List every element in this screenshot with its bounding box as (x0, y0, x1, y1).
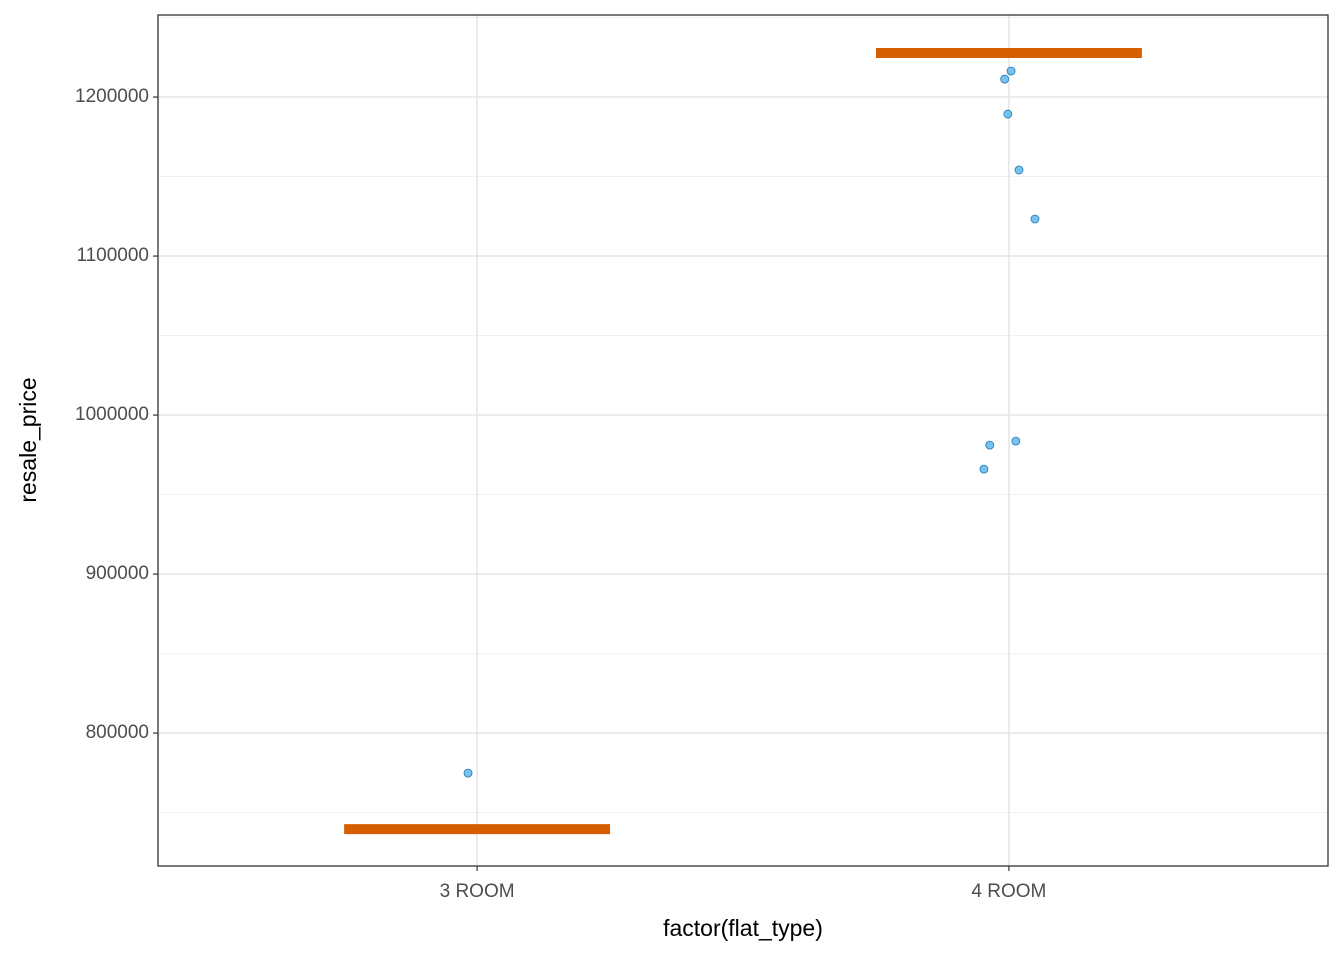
point (979, 464, 989, 474)
point (1030, 214, 1040, 224)
x-tick-label: 3 ROOM (440, 881, 515, 902)
point (463, 768, 473, 778)
x-tick-label: 4 ROOM (971, 881, 1046, 902)
y-tick-label: 800000 (86, 722, 149, 743)
point (1014, 165, 1024, 175)
point (985, 440, 995, 450)
point (1000, 74, 1010, 84)
y-tick-label: 1200000 (75, 86, 149, 107)
point (1003, 109, 1013, 119)
y-axis-title: resale_price (15, 377, 41, 502)
y-tick-label: 900000 (86, 563, 149, 584)
y-tick-label: 1100000 (76, 245, 149, 266)
x-axis-title: factor(flat_type) (663, 915, 823, 941)
point (1006, 66, 1016, 76)
panel-border (157, 14, 1329, 867)
panel-background (158, 15, 1328, 866)
y-tick-label: 1000000 (75, 404, 149, 425)
point (1011, 436, 1021, 446)
